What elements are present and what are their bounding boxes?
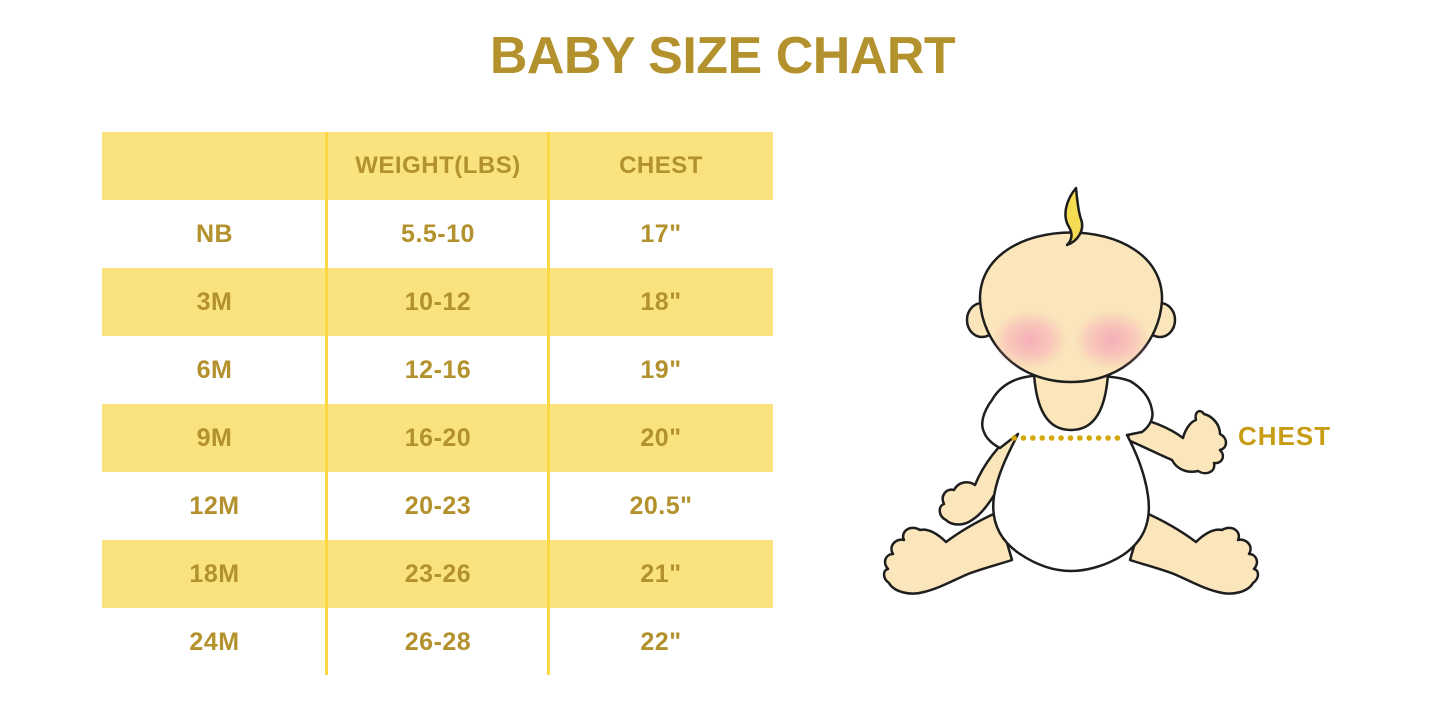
baby-left-cheek-blush (992, 310, 1068, 370)
chest-cell: 18" (640, 287, 682, 316)
baby-right-cheek-blush (1074, 310, 1150, 370)
weight-cell: 26-28 (404, 627, 472, 656)
size-table: WEIGHT(LBS) CHEST NB 5.5-10 17" 3M 10-12… (102, 132, 773, 676)
size-cell: 6M (196, 355, 233, 384)
size-cell: 24M (189, 627, 240, 656)
weight-cell: 12-16 (404, 355, 472, 384)
header-cell-size (102, 132, 327, 200)
table-row: 18M 23-26 21" (102, 540, 773, 608)
baby-right-arm (1126, 409, 1228, 475)
weight-cell: 16-20 (404, 423, 472, 452)
chest-cell: 21" (640, 559, 682, 588)
size-cell: 3M (196, 287, 233, 316)
chest-cell: 20" (640, 423, 682, 452)
baby-left-leg (882, 510, 1014, 595)
table-row: 24M 26-28 22" (102, 608, 773, 676)
page-title: BABY SIZE CHART (489, 27, 956, 85)
weight-cell: 20-23 (404, 491, 472, 520)
chest-cell: 22" (640, 627, 682, 656)
table-row: 12M 20-23 20.5" (102, 472, 773, 540)
chest-cell: 17" (640, 219, 682, 248)
baby-hair-curl (1064, 186, 1084, 247)
size-cell: 9M (196, 423, 233, 452)
chest-measurement-label: CHEST (1238, 421, 1332, 451)
table-row: 6M 12-16 19" (102, 336, 773, 404)
column-divider (547, 132, 550, 675)
weight-cell: 10-12 (404, 287, 472, 316)
header-cell-weight: WEIGHT(LBS) (355, 152, 521, 179)
chest-cell: 19" (640, 355, 682, 384)
baby-right-leg (1128, 510, 1260, 595)
weight-cell: 23-26 (404, 559, 472, 588)
table-header-row: WEIGHT(LBS) CHEST (102, 132, 773, 200)
table-row: NB 5.5-10 17" (102, 200, 773, 268)
table-row: 3M 10-12 18" (102, 268, 773, 336)
size-cell: 18M (189, 559, 240, 588)
column-divider (325, 132, 328, 675)
size-cell: 12M (189, 491, 240, 520)
weight-cell: 5.5-10 (401, 219, 475, 248)
size-cell: NB (195, 219, 234, 248)
baby-onesie (981, 374, 1154, 573)
table-row: 9M 16-20 20" (102, 404, 773, 472)
baby-illustration (882, 186, 1260, 595)
header-cell-chest: CHEST (619, 152, 703, 179)
chest-cell: 20.5" (629, 491, 693, 520)
